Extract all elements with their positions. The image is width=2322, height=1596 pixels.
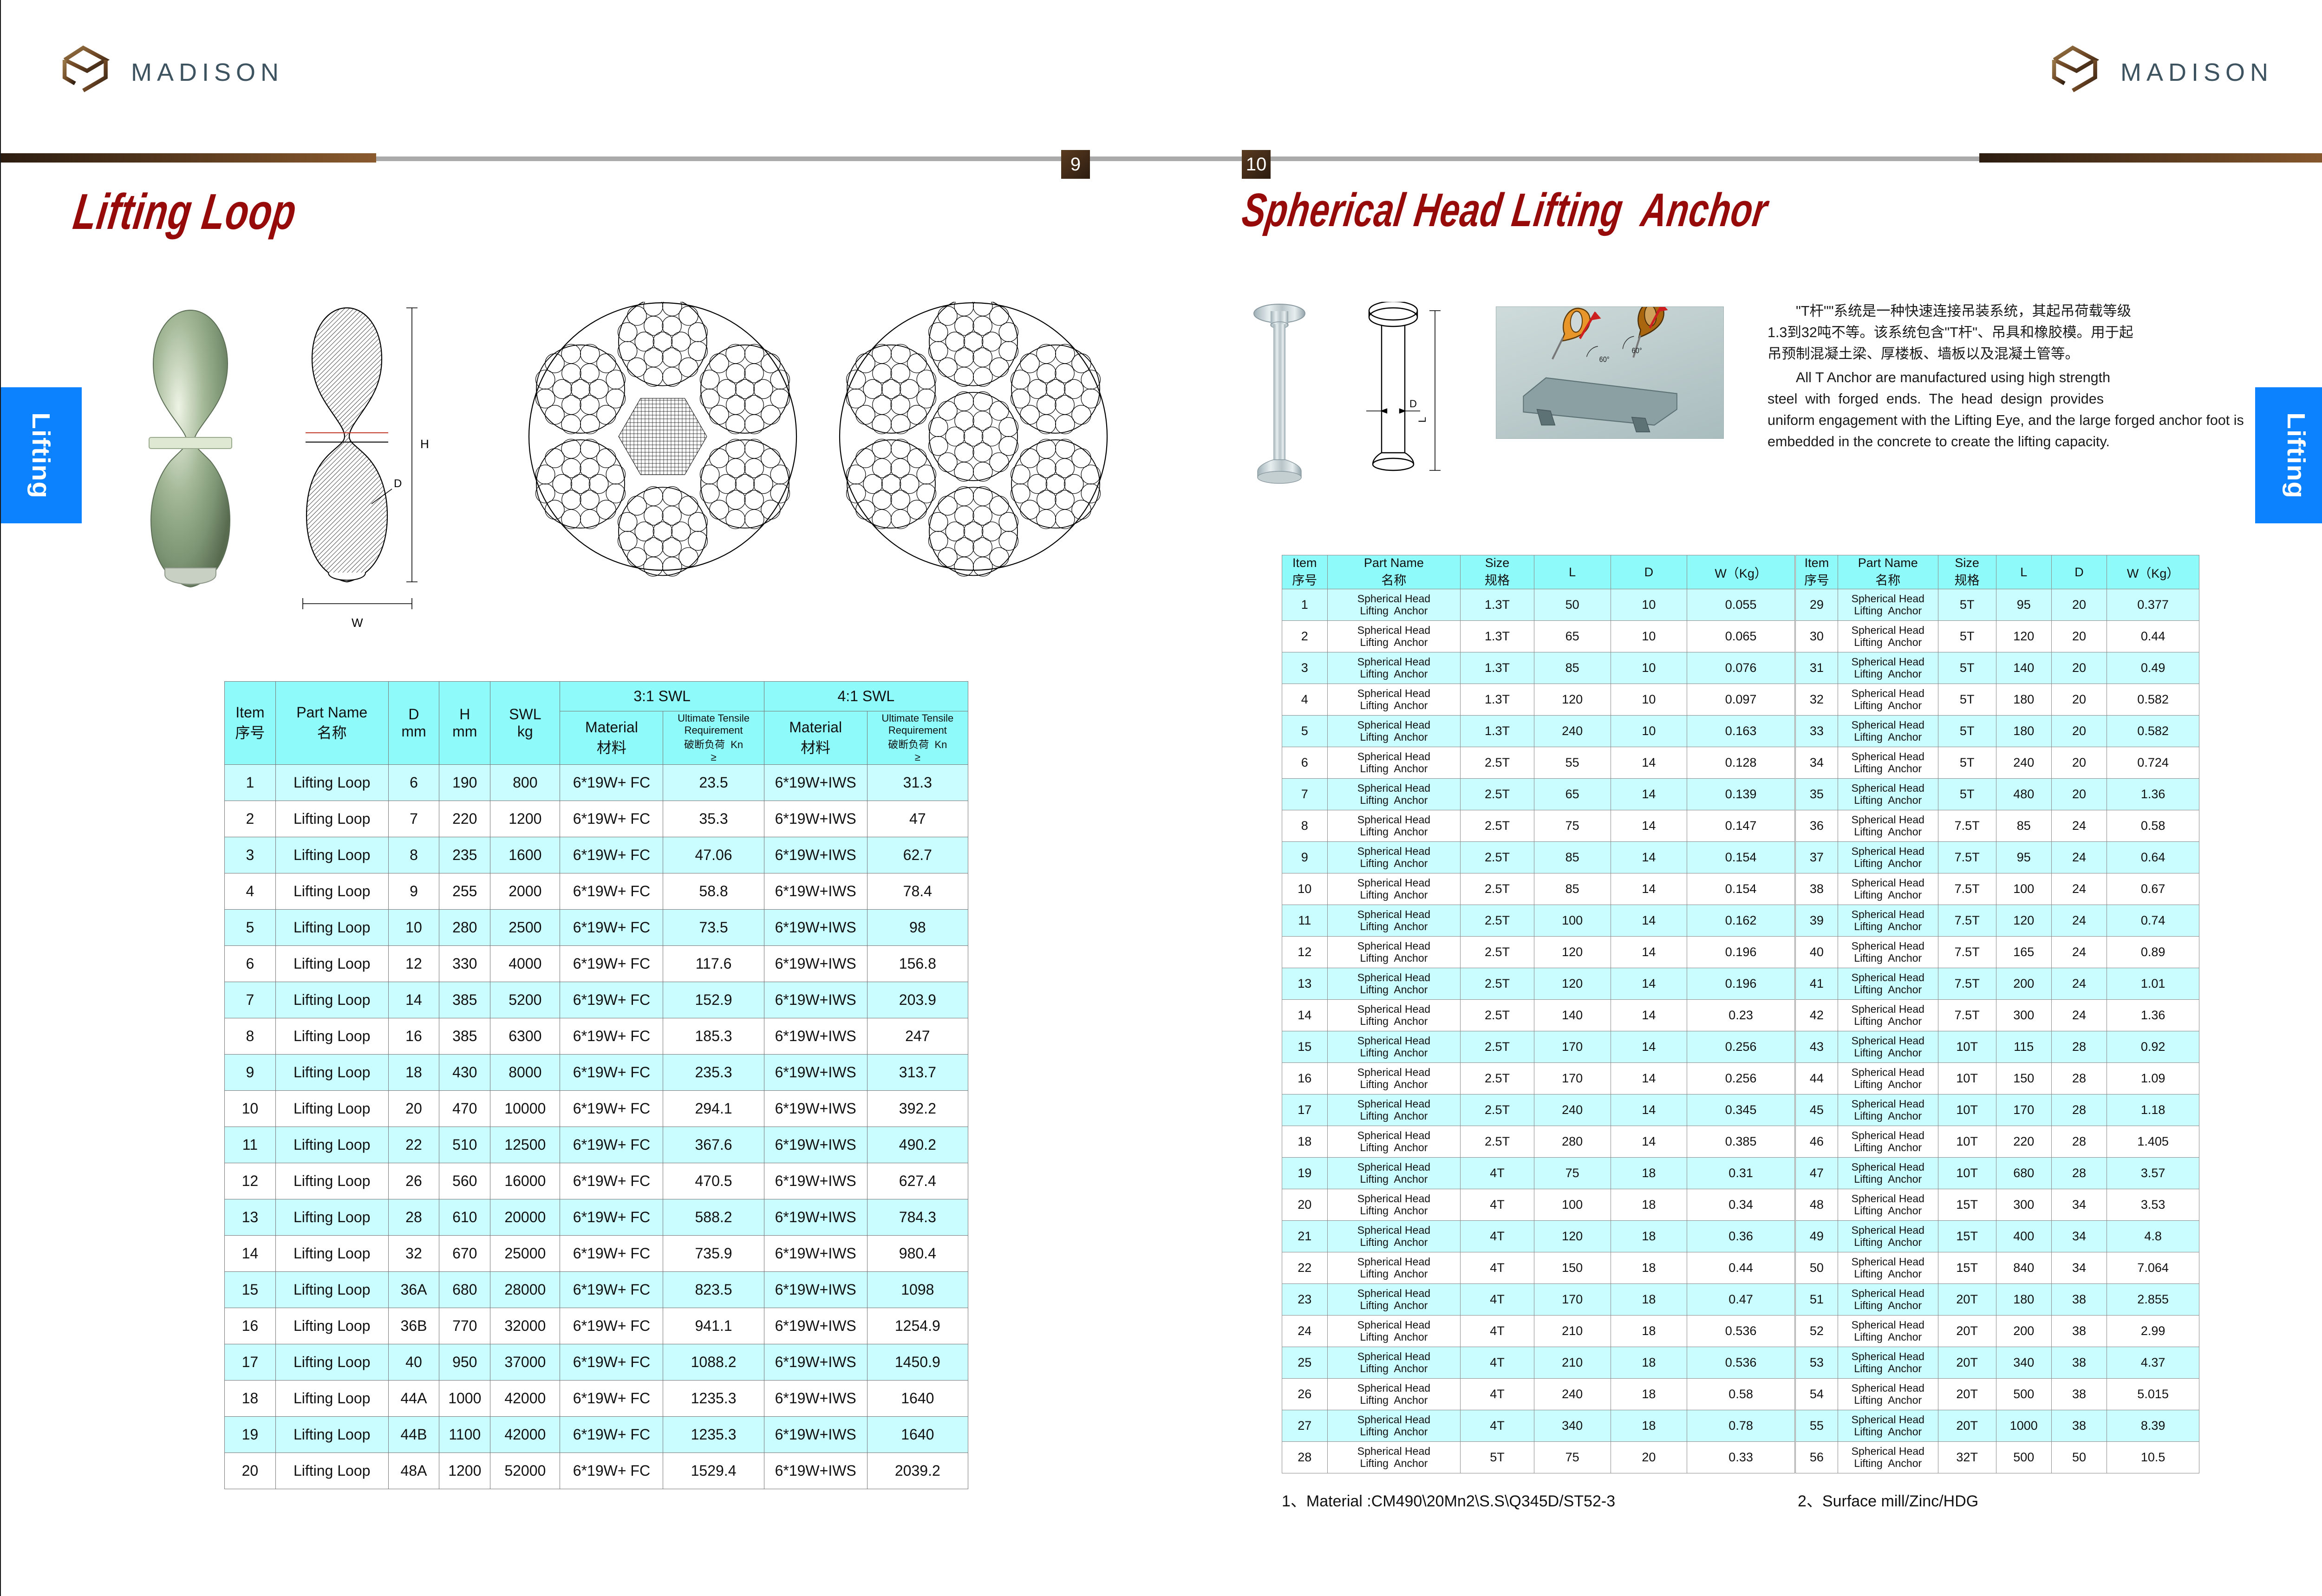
svg-text:D: D (1409, 398, 1417, 410)
svg-text:L: L (1416, 417, 1428, 423)
svg-text:60°: 60° (1599, 356, 1610, 364)
svg-text:W: W (352, 616, 363, 630)
svg-text:60°: 60° (1632, 347, 1642, 355)
svg-text:D: D (394, 477, 402, 490)
svg-text:H: H (420, 437, 429, 451)
